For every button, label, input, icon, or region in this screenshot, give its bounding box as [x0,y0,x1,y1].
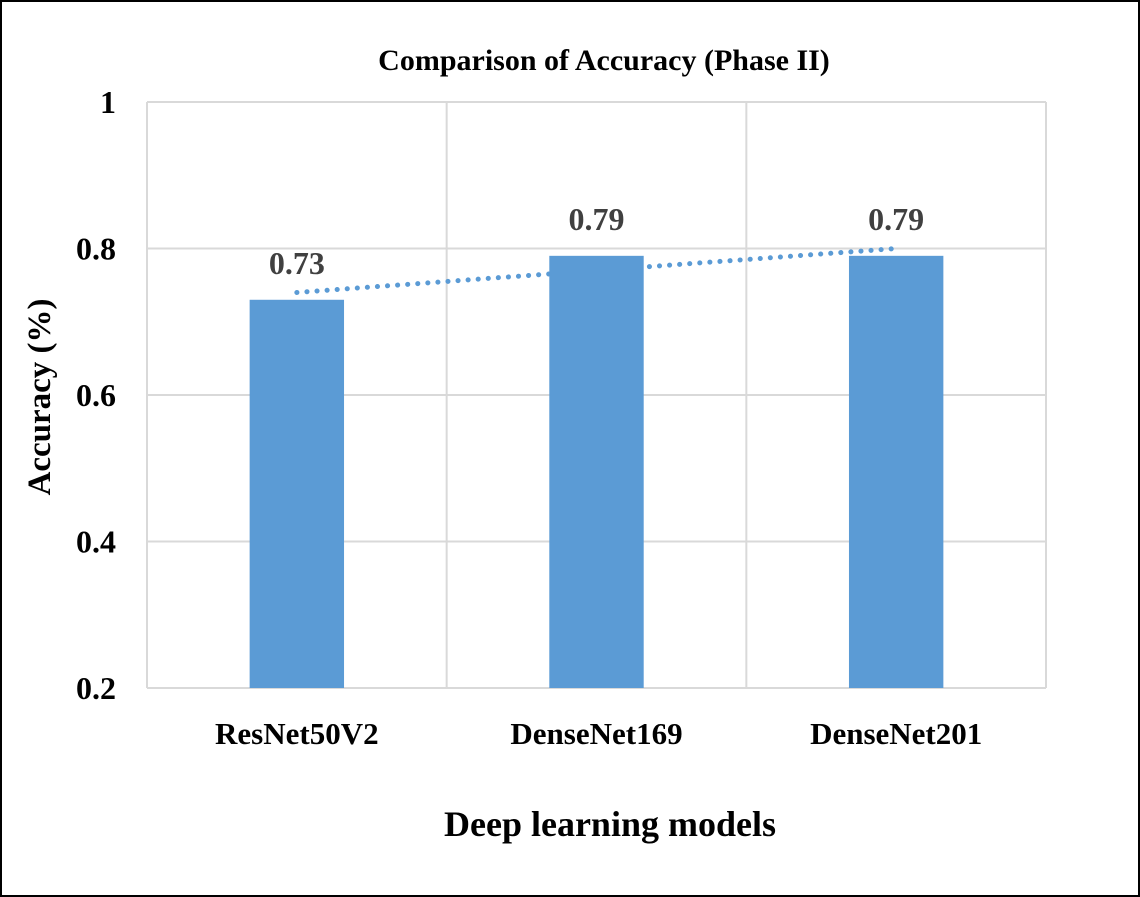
x-tick-label-densenet201: DenseNet201 [810,716,982,751]
x-tick-label-densenet169: DenseNet169 [510,716,682,751]
data-labels-layer: 0.73 0.79 0.79 [269,201,924,281]
y-tick-label-1: 0.4 [76,524,116,560]
y-tick-label-3: 0.8 [76,231,116,267]
x-ticks-layer: ResNet50V2 DenseNet169 DenseNet201 [215,716,982,751]
x-axis-label: Deep learning models [444,804,776,844]
bar-densenet169 [549,255,644,688]
x-tick-label-resnet50v2: ResNet50V2 [215,716,379,751]
bar-densenet201 [848,255,944,688]
y-ticks-layer: 0.2 0.4 0.6 0.8 1 [76,84,116,706]
y-axis-label: Accuracy (%) [22,298,58,495]
bars-layer [249,255,944,688]
data-label-densenet201: 0.79 [868,201,924,237]
trendline-layer [294,246,899,295]
bar-resnet50v2 [249,299,345,688]
trendline [294,246,899,295]
data-label-resnet50v2: 0.73 [269,245,325,281]
y-tick-label-4: 1 [100,84,116,120]
data-label-densenet169: 0.79 [569,201,625,237]
y-tick-label-2: 0.6 [76,377,116,413]
chart-title: Comparison of Accuracy (Phase II) [378,44,830,77]
y-tick-label-0: 0.2 [76,670,116,706]
